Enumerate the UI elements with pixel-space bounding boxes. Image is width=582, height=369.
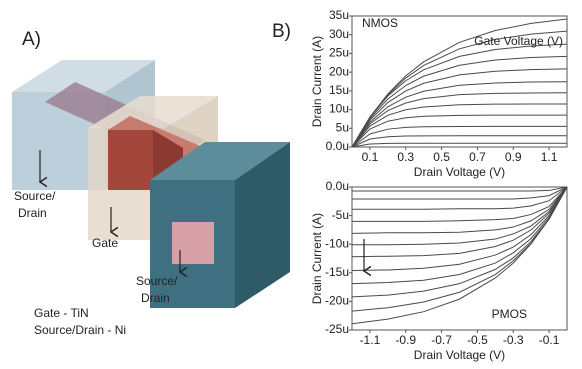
x-axis-label: Drain Voltage (V) (414, 348, 505, 362)
y-tick-label: 10u (329, 102, 349, 116)
iv-curve (352, 143, 567, 147)
figure: A) B) Source/ Drain Gate Source/ Drain G… (0, 0, 582, 369)
x-tick-label: 0.7 (469, 150, 486, 164)
iv-curve (352, 44, 567, 147)
y-tick-label: 0.0u (326, 139, 349, 153)
iv-curve (352, 187, 567, 199)
x-tick-label: -0.9 (395, 333, 416, 347)
x-tick-label: 0.3 (397, 150, 414, 164)
y-tick-label: 0.0u (326, 179, 349, 193)
chart-title: PMOS (492, 307, 527, 321)
y-axis-label: Drain Current (A) (310, 36, 324, 127)
x-tick-label: -0.7 (431, 333, 452, 347)
panel-label: B) (272, 21, 291, 42)
callout: Source/ (136, 274, 178, 288)
y-tick-label: 15u (329, 83, 349, 97)
x-axis-label: Drain Voltage (V) (414, 165, 505, 179)
iv-curve (352, 136, 567, 147)
x-tick-label: -0.5 (467, 333, 488, 347)
y-tick-label: 30u (329, 27, 349, 41)
annotation: Gate Voltage (V) (474, 34, 563, 48)
material: Gate - TiN (34, 306, 89, 320)
chart-title: NMOS (362, 16, 398, 30)
iv-curve (352, 187, 567, 191)
iv-curve (352, 187, 567, 311)
x-tick-label: 0.1 (362, 150, 379, 164)
y-tick-label: 5u (336, 120, 349, 134)
iv-curve (352, 115, 567, 147)
callout: Drain (141, 291, 170, 305)
iv-curve (352, 187, 567, 271)
iv-curve (352, 187, 567, 324)
iv-curve (352, 187, 567, 284)
iv-curve (352, 187, 567, 209)
y-tick-label: 35u (329, 8, 349, 22)
x-tick-label: 0.9 (505, 150, 522, 164)
y-tick-label: 20u (329, 64, 349, 78)
x-tick-label: 1.1 (541, 150, 558, 164)
callout: Drain (18, 206, 47, 220)
iv-curve (352, 187, 567, 297)
y-tick-label: -5u (332, 208, 349, 222)
y-tick-label: -15u (325, 265, 349, 279)
callout: Source/ (14, 189, 56, 203)
callout: Gate (92, 236, 118, 250)
material: Source/Drain - Ni (34, 323, 126, 337)
iv-curve (352, 31, 567, 147)
y-tick-label: -20u (325, 294, 349, 308)
y-tick-label: -10u (325, 236, 349, 250)
y-tick-label: 25u (329, 46, 349, 60)
x-tick-label: -0.1 (539, 333, 560, 347)
x-tick-label: -0.3 (503, 333, 524, 347)
x-tick-label: 0.5 (433, 150, 450, 164)
y-tick-label: -25u (325, 322, 349, 336)
panel-label: A) (22, 29, 41, 50)
y-axis-label: Drain Current (A) (310, 213, 324, 304)
device-illustration (12, 60, 290, 308)
x-tick-label: -1.1 (360, 333, 381, 347)
iv-curve (352, 187, 567, 221)
